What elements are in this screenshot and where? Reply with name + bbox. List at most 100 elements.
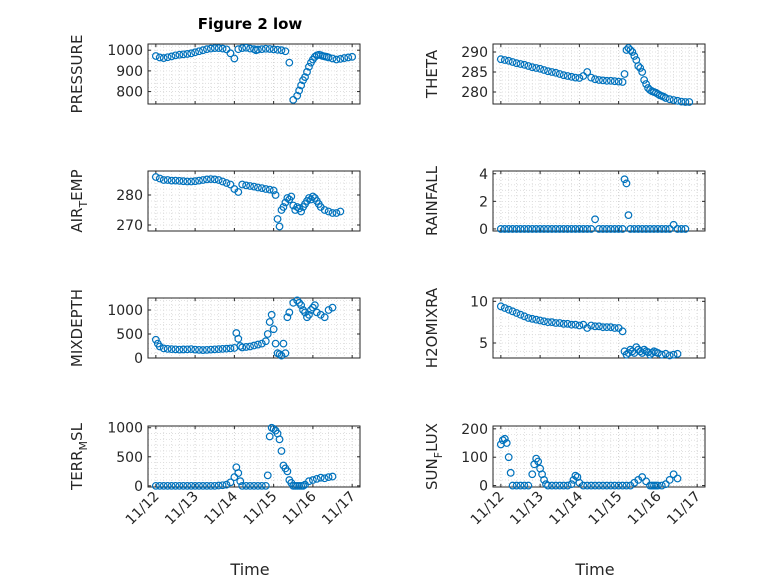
- y-tick-label: 285: [461, 65, 488, 81]
- data-point: [508, 225, 517, 233]
- data-point: [634, 62, 643, 70]
- data-point: [295, 86, 304, 95]
- data-point: [199, 46, 207, 55]
- data-point: [242, 43, 251, 52]
- data-point: [297, 207, 306, 216]
- data-point: [202, 45, 211, 54]
- data-point: [636, 347, 645, 356]
- data-point: [508, 58, 517, 66]
- data-point: [183, 481, 192, 490]
- data-point: [642, 80, 651, 88]
- data-point: [602, 481, 611, 490]
- data-point: [222, 45, 231, 54]
- data-point: [563, 481, 572, 490]
- data-point: [285, 308, 294, 317]
- data-point: [673, 349, 682, 358]
- data-point: [299, 306, 307, 314]
- data-point: [336, 207, 345, 216]
- data-point: [622, 350, 631, 359]
- subplot-6: 5 10 H2OMIXRA: [423, 287, 706, 368]
- data-point: [230, 473, 239, 482]
- data-point: [175, 345, 184, 354]
- data-point: [297, 81, 306, 90]
- data-point: [591, 215, 599, 224]
- data-point: [614, 77, 623, 86]
- data-point: [163, 176, 172, 184]
- data-point: [265, 432, 274, 441]
- data-point: [324, 207, 333, 216]
- y-tick-label: 800: [116, 85, 143, 101]
- data-point: [630, 52, 639, 60]
- data-point: [257, 339, 266, 348]
- data-point: [534, 457, 543, 466]
- y-axis-label-tail: SL: [68, 422, 86, 441]
- data-point: [269, 45, 278, 54]
- data-point: [638, 473, 647, 481]
- data-point: [563, 72, 572, 80]
- axes-frame: [492, 297, 706, 359]
- data-point: [277, 447, 286, 455]
- data-point: [579, 72, 588, 80]
- data-point: [222, 344, 231, 353]
- data-point: [595, 76, 603, 84]
- data-point: [234, 334, 243, 343]
- data-point: [254, 45, 262, 54]
- data-point: [595, 322, 603, 331]
- data-point: [167, 345, 176, 354]
- y-tick-label: 280: [461, 85, 488, 101]
- data-point: [328, 472, 337, 481]
- data-point: [159, 54, 168, 62]
- data-point: [540, 225, 548, 233]
- data-point: [312, 474, 321, 483]
- data-point: [242, 181, 251, 190]
- y-tick-label: 1000: [107, 421, 143, 437]
- data-point: [595, 481, 603, 490]
- data-point: [191, 345, 200, 354]
- data-point: [583, 481, 592, 490]
- data-point: [271, 191, 280, 199]
- data-point: [159, 481, 168, 490]
- data-point: [336, 54, 345, 63]
- data-point: [155, 174, 164, 183]
- data-point: [528, 225, 537, 233]
- data-point: [520, 312, 529, 321]
- data-point: [236, 342, 245, 350]
- data-point: [681, 225, 690, 233]
- data-point: [254, 183, 262, 192]
- data-point: [650, 225, 658, 233]
- data-point: [640, 76, 649, 84]
- data-point: [195, 176, 203, 185]
- data-point: [516, 225, 525, 233]
- data-point: [275, 222, 284, 231]
- data-point: [630, 225, 639, 233]
- data-point: [167, 481, 176, 490]
- data-point: [512, 481, 521, 490]
- data-point: [210, 44, 219, 53]
- data-point: [657, 481, 666, 490]
- data-point: [332, 55, 341, 64]
- data-point: [254, 481, 262, 490]
- data-point: [305, 194, 313, 202]
- data-point: [559, 481, 568, 490]
- data-point: [159, 176, 168, 184]
- data-point: [626, 46, 635, 54]
- data-point: [155, 481, 164, 490]
- data-point: [320, 313, 329, 322]
- data-point: [504, 56, 513, 65]
- data-point: [681, 98, 690, 106]
- y-axis-label-tail: EMP: [68, 169, 86, 200]
- data-point: [250, 341, 258, 350]
- data-point: [502, 439, 511, 447]
- data-point: [544, 67, 552, 76]
- data-point: [648, 349, 656, 357]
- data-point: [238, 44, 247, 53]
- data-point: [163, 481, 172, 490]
- data-point: [634, 225, 643, 233]
- data-point: [242, 481, 251, 490]
- data-point: [238, 481, 247, 490]
- data-point: [516, 481, 525, 490]
- data-point: [551, 68, 560, 77]
- data-point: [206, 175, 215, 184]
- data-point: [571, 225, 580, 233]
- data-point: [328, 303, 337, 312]
